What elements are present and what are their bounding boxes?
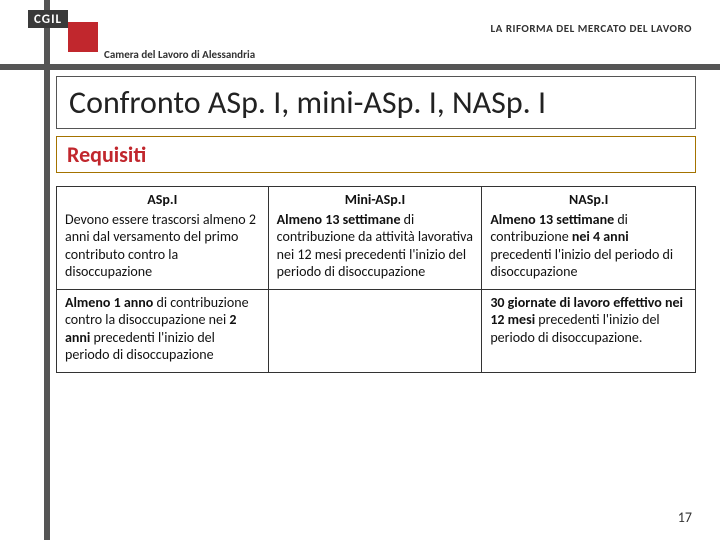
table-cell: Almeno 1 anno di contribuzione contro la… [57, 289, 269, 372]
table-cell: 30 giornate di lavoro effettivo nei 12 m… [482, 289, 696, 372]
table-cell: NASp.I Almeno 13 settimane di contribuzi… [482, 187, 696, 290]
header-subtitle: Camera del Lavoro di Alessandria [104, 48, 255, 61]
cell-text-bold: Almeno 13 settimane [277, 211, 401, 228]
slide-title-box: Confronto ASp. I, mini-ASp. I, NASp. I [56, 76, 696, 129]
document-header-title: LA RIFORMA DEL MERCATO DEL LAVORO [491, 22, 692, 35]
table-cell-empty [268, 289, 482, 372]
section-heading-box: Requisiti [56, 136, 696, 173]
logo: CGIL [28, 10, 68, 28]
cell-text-bold: nei 4 anni [572, 228, 629, 245]
cell-text-bold: Almeno 1 anno [65, 294, 153, 311]
decorative-vertical-bar [44, 0, 50, 540]
column-header-aspi: ASp.I [65, 191, 260, 209]
column-header-naspi: NASp.I [490, 191, 687, 209]
logo-text: CGIL [28, 10, 68, 28]
column-header-miniaspi: Mini-ASp.I [277, 191, 474, 209]
cell-text-bold: Almeno 13 settimane [490, 211, 614, 228]
section-heading: Requisiti [67, 141, 146, 168]
decorative-horizontal-bar [0, 64, 720, 70]
cell-text: precedenti l'inizio del periodo di disoc… [490, 246, 673, 281]
page-number: 17 [678, 509, 692, 526]
table-cell: ASp.I Devono essere trascorsi almeno 2 a… [57, 187, 269, 290]
header: CGIL LA RIFORMA DEL MERCATO DEL LAVORO C… [0, 0, 720, 80]
table-row: Almeno 1 anno di contribuzione contro la… [57, 289, 696, 372]
table-row: ASp.I Devono essere trascorsi almeno 2 a… [57, 187, 696, 290]
logo-square [68, 22, 98, 52]
comparison-table: ASp.I Devono essere trascorsi almeno 2 a… [56, 186, 696, 373]
table-cell: Mini-ASp.I Almeno 13 settimane di contri… [268, 187, 482, 290]
cell-text: Devono essere trascorsi almeno 2 anni da… [65, 211, 256, 281]
slide-title: Confronto ASp. I, mini-ASp. I, NASp. I [69, 83, 546, 122]
